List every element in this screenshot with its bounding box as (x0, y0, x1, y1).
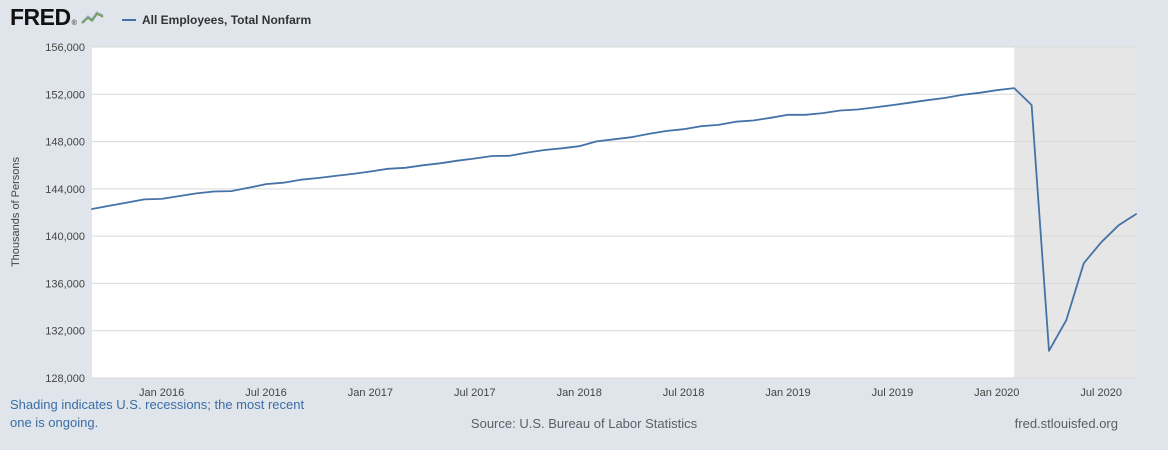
y-tick-label: 148,000 (45, 137, 85, 149)
chart-legend: All Employees, Total Nonfarm (122, 13, 311, 27)
legend-line-swatch (122, 19, 136, 21)
x-tick-label: Jul 2016 (245, 387, 287, 399)
plot-area[interactable] (92, 47, 1136, 378)
line-chart[interactable]: 128,000 132,000 136,000 140,000 144,000 148,0… (0, 42, 1168, 404)
x-tick-label: Jan 2017 (348, 387, 393, 399)
recession-shading-band (1014, 47, 1136, 378)
legend-series-label: All Employees, Total Nonfarm (142, 13, 312, 27)
fred-site-link[interactable]: fred.stlouisfed.org (1014, 416, 1118, 431)
series-line[interactable] (91, 87, 1137, 352)
x-tick-label: Jul 2020 (1080, 387, 1122, 399)
x-tick-label: Jan 2020 (974, 387, 1019, 399)
header: FRED ® All Employees, Total Nonfarm (0, 0, 1168, 40)
y-tick-label: 156,000 (45, 42, 85, 54)
x-tick-label: Jan 2016 (139, 387, 184, 399)
x-tick-label: Jan 2018 (557, 387, 602, 399)
sparkline-chart-icon (80, 11, 104, 24)
fred-logo-text: FRED (10, 4, 71, 30)
x-tick-label: Jan 2019 (765, 387, 810, 399)
fred-logo[interactable]: FRED ® (10, 4, 105, 31)
y-tick-label: 136,000 (45, 278, 85, 290)
y-tick-label: 128,000 (45, 373, 85, 385)
x-tick-label: Jul 2018 (663, 387, 705, 399)
y-tick-label: 140,000 (45, 231, 85, 243)
y-tick-label: 132,000 (45, 326, 85, 338)
fred-logo-registered-mark: ® (71, 20, 77, 27)
source-link[interactable]: Source: U.S. Bureau of Labor Statistics (470, 416, 698, 431)
recession-note-link[interactable]: Shading indicates U.S. recessions; the m… (10, 397, 305, 430)
x-tick-label: Jul 2019 (872, 387, 914, 399)
y-tick-label: 152,000 (45, 89, 85, 101)
x-tick-label: Jul 2017 (454, 387, 496, 399)
y-tick-label: 144,000 (45, 184, 85, 196)
